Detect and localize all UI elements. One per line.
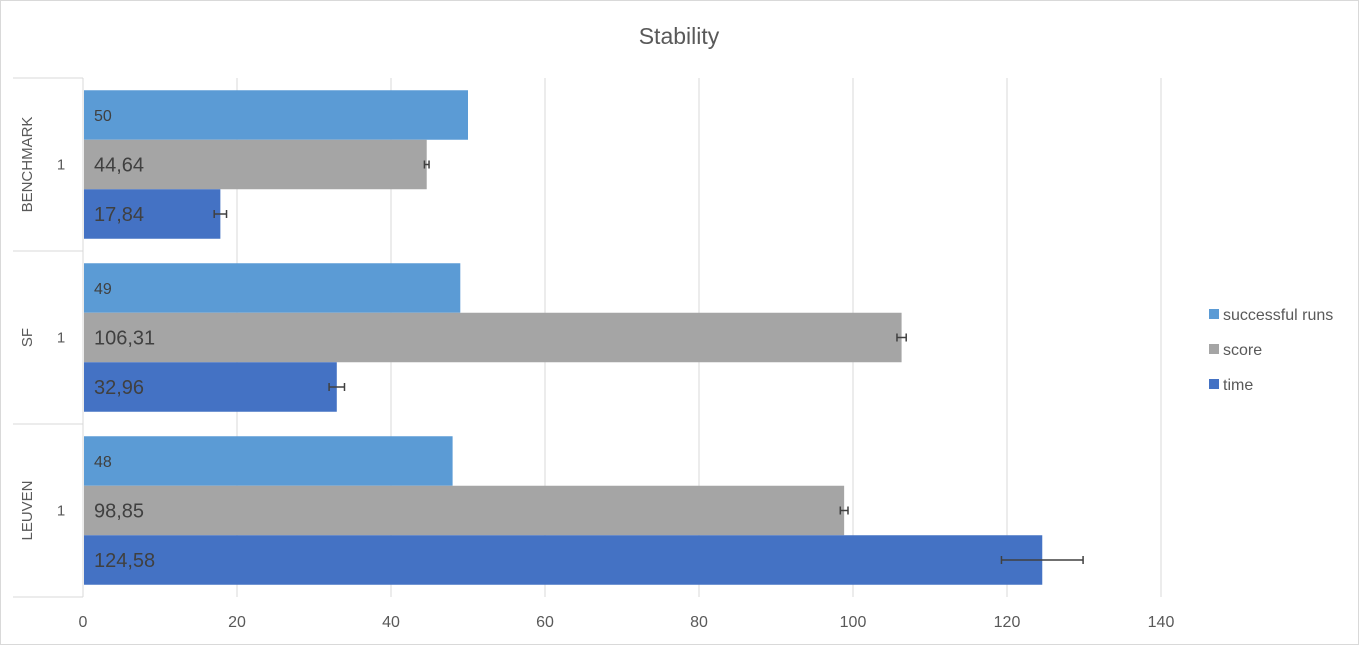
x-tick-label: 40 — [382, 614, 400, 631]
error-bar — [839, 506, 849, 515]
data-label: 98,85 — [94, 501, 144, 523]
error-bar — [423, 160, 430, 169]
data-label: 17,84 — [94, 204, 144, 226]
bar — [84, 90, 468, 140]
data-label: 49 — [94, 281, 112, 298]
bar — [84, 362, 337, 412]
data-label: 106,31 — [94, 328, 155, 350]
bar — [84, 436, 453, 486]
x-tick-label: 80 — [690, 614, 708, 631]
x-tick-label: 120 — [994, 614, 1021, 631]
x-tick-label: 140 — [1148, 614, 1175, 631]
legend-swatch — [1209, 344, 1219, 354]
error-bar — [1000, 556, 1084, 564]
bar — [84, 139, 427, 190]
data-label: 32,96 — [94, 377, 144, 399]
legend-swatch — [1209, 379, 1219, 389]
legend-swatch — [1209, 309, 1219, 319]
legend: successful runs score time — [1209, 307, 1333, 394]
category-group-label: SF — [19, 328, 36, 347]
x-tick-label: 20 — [228, 614, 246, 631]
data-label: 48 — [94, 454, 112, 471]
bar — [84, 535, 1043, 585]
chart-title: Stability — [639, 23, 720, 49]
axes: 0 20 40 60 80 100 120 140 BENCHMARK 1 SF 1 LEUVEN 1 — [13, 77, 1175, 631]
category-sub-label: 1 — [57, 157, 65, 174]
bar — [84, 189, 221, 239]
category-sub-label: 1 — [57, 330, 65, 347]
x-tick-label: 0 — [79, 614, 88, 631]
data-label: 50 — [94, 108, 112, 125]
bars — [84, 90, 1084, 585]
bar — [84, 312, 902, 363]
error-bar — [213, 210, 228, 218]
category-group-label: BENCHMARK — [19, 117, 36, 213]
data-labels: 50 44,64 17,84 49 106,31 32,96 48 98,85 124,58 — [94, 108, 155, 572]
category-group-label: LEUVEN — [19, 480, 36, 540]
legend-label: score — [1223, 342, 1262, 359]
bar — [84, 485, 845, 536]
data-label: 124,58 — [94, 550, 155, 572]
x-tick-label: 60 — [536, 614, 554, 631]
legend-label: time — [1223, 377, 1253, 394]
category-sub-label: 1 — [57, 503, 65, 520]
x-tick-label: 100 — [840, 614, 867, 631]
legend-label: successful runs — [1223, 307, 1333, 324]
error-bar — [896, 333, 907, 342]
data-label: 44,64 — [94, 155, 144, 177]
bar — [84, 263, 461, 313]
error-bar — [328, 383, 346, 391]
